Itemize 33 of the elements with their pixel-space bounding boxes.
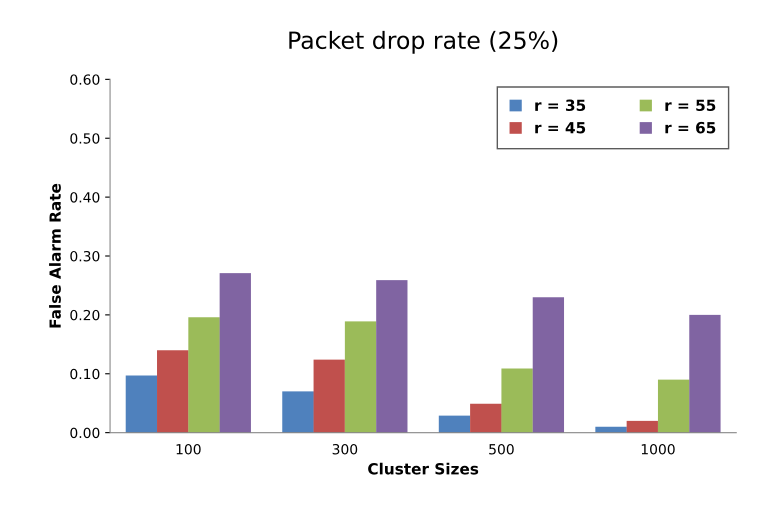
legend-label: r = 45	[535, 122, 586, 134]
bar	[314, 360, 345, 433]
x-axis-title: Cluster Sizes	[368, 462, 478, 475]
x-tick-label: 100	[176, 444, 201, 454]
y-axis-title: False Alarm Rate	[49, 184, 61, 328]
legend-label: r = 35	[535, 99, 586, 112]
legend-label: r = 65	[665, 122, 716, 134]
y-tick-label: 0.40	[70, 192, 100, 203]
y-tick-label: 0.50	[70, 133, 100, 144]
bar	[470, 404, 502, 433]
x-tick-label: 1000	[642, 444, 675, 454]
bar	[344, 321, 376, 433]
bar	[157, 350, 188, 433]
bar	[626, 420, 658, 433]
bar	[376, 280, 408, 433]
bar	[658, 380, 690, 433]
bar	[126, 376, 158, 433]
y-tick-label: 0.30	[70, 250, 100, 262]
bar	[220, 273, 251, 433]
y-tick-label: 0.60	[70, 74, 100, 85]
bar	[282, 391, 314, 433]
y-tick-label: 0.10	[70, 368, 100, 380]
x-tick-label: 300	[332, 444, 358, 454]
x-tick-label: 500	[489, 444, 514, 454]
y-tick-label: 0.20	[70, 310, 100, 320]
bar	[438, 416, 470, 433]
bar	[188, 317, 220, 433]
y-tick-label: 0.00	[70, 428, 100, 438]
chart-title: Packet drop rate (25%)	[289, 30, 558, 54]
legend-label: r = 55	[665, 100, 716, 112]
bar	[689, 314, 721, 433]
bar	[532, 297, 564, 433]
bar	[501, 368, 533, 433]
